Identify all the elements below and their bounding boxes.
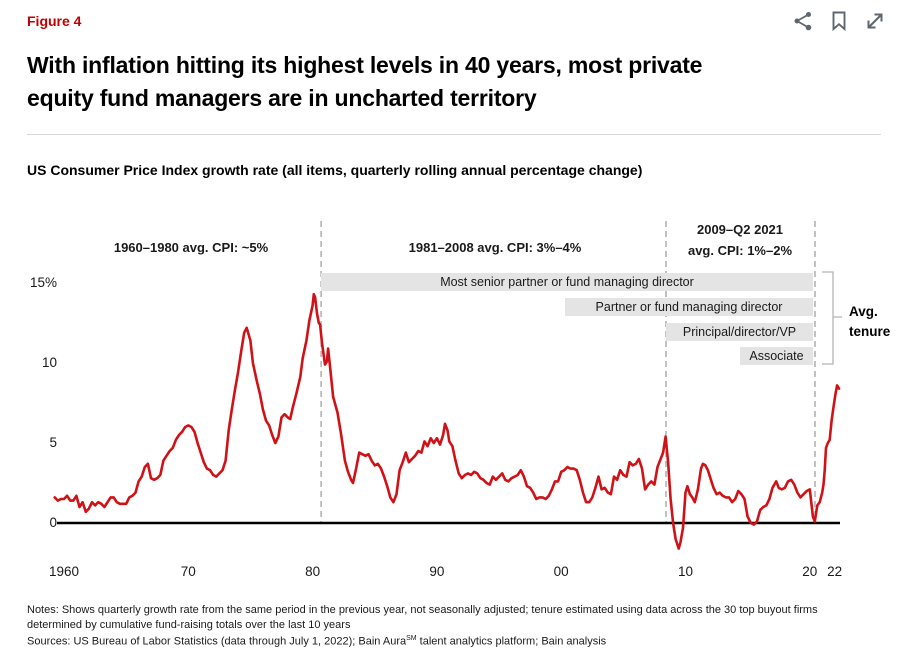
avg-tenure-label: Avg. tenure <box>849 304 891 339</box>
figure-toolbar <box>792 10 886 32</box>
period-label-1981-2008: 1981–2008 avg. CPI: 3%–4% <box>408 240 582 255</box>
bookmark-icon[interactable] <box>828 10 850 32</box>
x-axis-tick-20: 20 <box>802 564 818 579</box>
sources-text: Sources: US Bureau of Labor Statistics (… <box>27 632 889 649</box>
x-axis-tick-90: 90 <box>429 564 445 579</box>
expand-icon[interactable] <box>864 10 886 32</box>
period-label-2009-2021: 2009–Q2 2021 avg. CPI: 1%–2% <box>660 219 820 261</box>
header-divider <box>27 134 881 135</box>
avg-tenure-bracket <box>822 271 842 365</box>
cpi-series-line <box>53 292 841 550</box>
period-label-2009-2021-line1: 2009–Q2 2021 <box>696 222 784 237</box>
y-axis-tick-5: 5 <box>49 435 57 450</box>
x-axis-tick-70: 70 <box>180 564 196 579</box>
y-axis-tick-0: 0 <box>49 515 57 530</box>
x-axis-tick-1960: 1960 <box>48 564 80 579</box>
notes-text: Notes: Shows quarterly growth rate from … <box>27 603 889 632</box>
sources-suffix: talent analytics platform; Bain analysis <box>416 635 607 648</box>
share-icon[interactable] <box>792 10 814 32</box>
title-line-1: With inflation hitting its highest level… <box>27 52 703 78</box>
tenure-bar-2: Partner or fund managing director <box>565 298 813 316</box>
sources-prefix: Sources: US Bureau of Labor Statistics (… <box>27 635 407 648</box>
chart-footnotes: Notes: Shows quarterly growth rate from … <box>27 603 889 649</box>
notes-line-1: Notes: Shows quarterly growth rate from … <box>27 604 818 616</box>
notes-line-2: determined by cumulative fund-raising to… <box>27 618 351 631</box>
x-axis-tick-00: 00 <box>553 564 569 579</box>
chart-subtitle: US Consumer Price Index growth rate (all… <box>27 162 643 178</box>
x-axis-tick-22: 22 <box>827 564 843 579</box>
tenure-bar-1: Most senior partner or fund managing dir… <box>321 273 813 291</box>
x-axis-tick-10: 10 <box>677 564 694 579</box>
page-title: With inflation hitting its highest level… <box>27 49 867 115</box>
figure-number-label: Figure 4 <box>27 13 82 29</box>
y-axis-tick-15: 15% <box>29 275 57 290</box>
service-mark: SM <box>406 635 417 642</box>
y-axis-tick-10: 10 <box>41 355 57 370</box>
period-label-2009-2021-line2: avg. CPI: 1%–2% <box>687 243 793 258</box>
period-label-1960-1980: 1960–1980 avg. CPI: ~5% <box>113 240 269 255</box>
title-line-2: equity fund managers are in uncharted te… <box>27 85 537 111</box>
x-axis-tick-80: 80 <box>305 564 321 579</box>
tenure-bar-3: Principal/director/VP <box>666 323 813 341</box>
tenure-bar-4: Associate <box>740 347 813 365</box>
